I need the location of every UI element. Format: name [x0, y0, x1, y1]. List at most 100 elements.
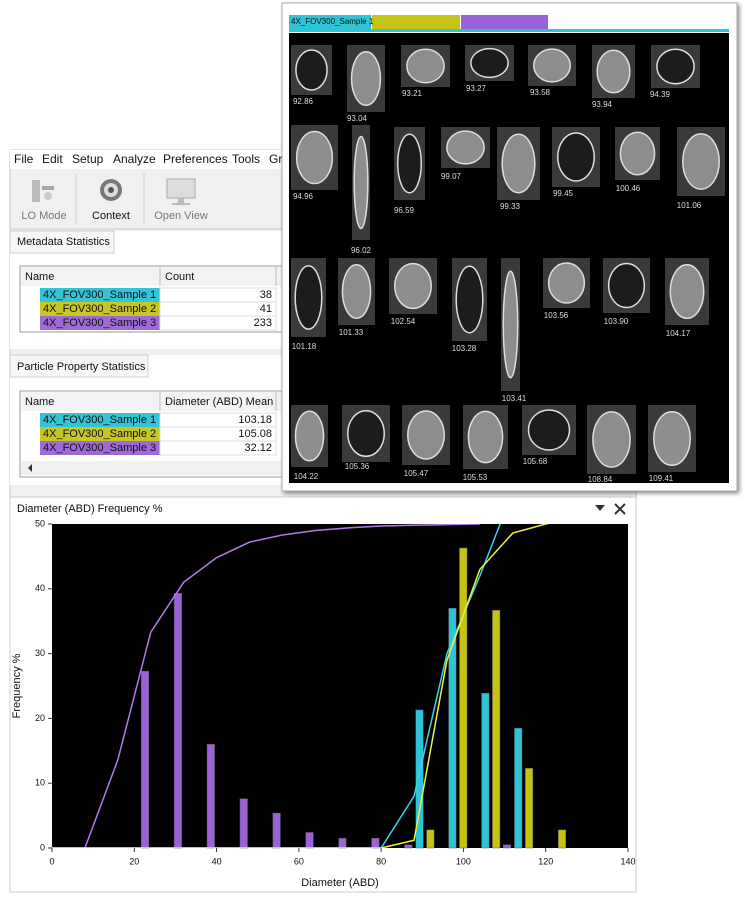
row-color: [40, 441, 160, 455]
scrollbar[interactable]: [21, 461, 281, 475]
particle: [669, 263, 705, 320]
particle-label: 105.53: [463, 473, 488, 482]
bar: [459, 547, 468, 849]
close-button[interactable]: [614, 503, 626, 515]
y-tick-label: 10: [35, 778, 45, 788]
column-header[interactable]: Name: [25, 396, 54, 408]
cell: 41: [260, 303, 272, 315]
x-tick-label: 0: [49, 856, 54, 866]
table-header: [21, 267, 281, 286]
bar: [503, 844, 512, 849]
toolbar-button-label[interactable]: Open View: [154, 210, 208, 222]
bar: [173, 593, 182, 849]
column-header[interactable]: Name: [25, 271, 54, 283]
x-tick-label: 40: [212, 856, 222, 866]
tab[interactable]: [372, 15, 460, 29]
cell[interactable]: 4X_FOV300_Sample 2: [43, 303, 156, 315]
plot: 0 20 40 60 80 100 120 140 0 10 20 30 40 50: [35, 518, 636, 866]
tab[interactable]: [461, 15, 548, 29]
x-tick-label: 80: [376, 856, 386, 866]
bar: [305, 832, 314, 849]
particle: [470, 47, 509, 79]
column-header[interactable]: Count: [165, 271, 194, 283]
tab[interactable]: [9, 354, 149, 378]
x-tick-label: 140: [620, 856, 635, 866]
particle-label: 103.56: [544, 311, 569, 320]
panel-title: Metadata Statistics: [17, 236, 110, 248]
x-tick-label: 120: [538, 856, 553, 866]
toolbar-button-label[interactable]: LO Mode: [21, 210, 66, 222]
toolbar-button-label[interactable]: Context: [92, 210, 130, 222]
row-color: [40, 427, 160, 441]
particle: [467, 410, 504, 464]
particle: [653, 410, 691, 467]
row-color: [40, 413, 160, 427]
row-cell: [159, 315, 277, 331]
particle: [557, 132, 595, 182]
cell: 32.12: [244, 442, 272, 454]
particle-label: 101.33: [339, 328, 364, 337]
menu-item[interactable]: Analyze: [113, 152, 156, 166]
bar: [140, 670, 150, 849]
particle: [446, 130, 485, 165]
cell[interactable]: 4X_FOV300_Sample 3: [43, 317, 156, 329]
tab-underline: [289, 29, 729, 32]
y-tick-label: 50: [35, 518, 45, 528]
menu-item[interactable]: Tools: [232, 152, 260, 166]
particle: [294, 410, 325, 462]
menu-item[interactable]: Edit: [42, 152, 63, 166]
particle-label: 101.18: [292, 342, 317, 351]
cell: 233: [254, 317, 272, 329]
particle: [501, 133, 536, 194]
tab[interactable]: [289, 15, 371, 29]
bar: [239, 798, 248, 849]
cumulative-line: [52, 524, 550, 848]
particle-label: 94.96: [293, 192, 314, 201]
y-axis-label: Frequency %: [11, 653, 23, 718]
particle: [533, 48, 571, 83]
particle: [656, 48, 695, 85]
y-tick-label: 0: [40, 842, 45, 852]
particle: [619, 131, 656, 176]
bar: [272, 812, 281, 849]
cell[interactable]: 4X_FOV300_Sample 2: [43, 428, 156, 440]
cell[interactable]: 4X_FOV300_Sample 1: [43, 414, 156, 426]
cell[interactable]: 4X_FOV300_Sample 1: [43, 289, 156, 301]
particle-label: 101.06: [677, 201, 702, 210]
row-color: [40, 288, 160, 302]
tab[interactable]: [9, 230, 115, 254]
particle-label: 93.94: [592, 100, 613, 109]
menu-item[interactable]: Preferences: [163, 152, 228, 166]
particle-label: 94.39: [650, 90, 671, 99]
x-tick-label: 20: [129, 856, 139, 866]
particle-label: 102.54: [391, 317, 416, 326]
bar: [415, 709, 424, 849]
particle-label: 103.28: [452, 344, 477, 353]
tab-label: 4X_FOV300_Sample 1: [291, 17, 374, 26]
particle-label: 96.02: [351, 246, 372, 255]
particle-label: 96.59: [394, 206, 415, 215]
particle: [295, 130, 334, 185]
bar: [481, 692, 490, 849]
particle: [396, 133, 423, 194]
particle: [592, 411, 631, 468]
particle: [394, 262, 432, 310]
particle: [407, 410, 445, 460]
particle-label: 108.84: [588, 475, 613, 484]
menu-item[interactable]: File: [14, 152, 34, 166]
bar: [492, 609, 501, 849]
particle: [682, 133, 720, 190]
particle-label: 104.17: [666, 329, 691, 338]
particle: [294, 265, 323, 330]
column-header[interactable]: Diameter (ABD) Mean: [165, 396, 273, 408]
menu-item[interactable]: Gr: [269, 152, 282, 166]
x-tick-label: 60: [294, 856, 304, 866]
dropdown-button[interactable]: [595, 505, 605, 511]
cell[interactable]: 4X_FOV300_Sample 3: [43, 442, 156, 454]
chart-title: Diameter (ABD) Frequency %: [17, 503, 163, 515]
menu-item[interactable]: Setup: [72, 152, 104, 166]
scroll-arrow[interactable]: [28, 464, 32, 472]
open-view-icon: [166, 178, 196, 205]
particle-label: 93.21: [402, 89, 423, 98]
panel-title: Particle Property Statistics: [17, 361, 146, 373]
